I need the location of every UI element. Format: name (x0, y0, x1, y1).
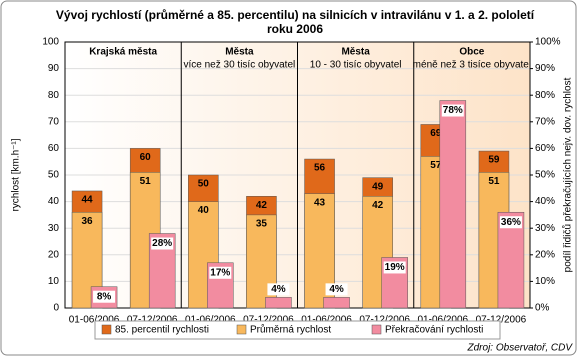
value-label: 4% (271, 284, 286, 295)
value-label-bg (209, 266, 232, 279)
value-label: 36% (501, 217, 521, 228)
chart-title: Vývoj rychlostí (průměrné a 85. percenti… (56, 8, 535, 22)
y-tick-label: 70 (48, 116, 60, 127)
legend-swatch (236, 324, 247, 335)
value-label-bg (325, 283, 348, 296)
y-tick-label: 60 (48, 143, 60, 154)
group-subtitle: méně než 3 tisíce obyvatel (413, 60, 531, 71)
y2-tick-label: 100% (535, 37, 561, 48)
y2-tick-label: 20% (535, 249, 555, 260)
y2-tick-label: 90% (535, 63, 555, 74)
value-label: 40 (198, 205, 210, 216)
legend-label: Překračování rychlosti (385, 325, 483, 336)
y-tick-label: 80 (48, 90, 60, 101)
x-tick-label: 07-12/2006 (127, 315, 178, 326)
x-tick-label: 01-06/2006 (69, 315, 120, 326)
value-label: 50 (198, 179, 210, 190)
x-tick-label: 01-06/2006 (418, 315, 469, 326)
y2-tick-label: 40% (535, 196, 555, 207)
legend-label: 85. percentil rychlosti (115, 325, 209, 336)
value-label-bg (151, 237, 174, 250)
x-tick-label: 01-06/2006 (185, 315, 236, 326)
value-label: 28% (152, 238, 172, 249)
value-label: 17% (210, 267, 230, 278)
y-axis-title: rychlost [km.h⁻¹] (11, 138, 22, 211)
value-label: 42 (372, 200, 384, 211)
value-label: 42 (256, 200, 268, 211)
bar (439, 100, 467, 309)
y-tick-label: 0 (53, 303, 59, 314)
x-tick-label: 07-12/2006 (243, 315, 294, 326)
y-tick-label: 100 (42, 37, 59, 48)
value-label: 49 (372, 181, 384, 192)
y2-tick-label: 30% (535, 223, 555, 234)
value-label: 8% (97, 291, 112, 302)
y2-tick-label: 70% (535, 116, 555, 127)
group-subtitle: 10 - 30 tisíc obyvatel (310, 60, 402, 71)
y2-tick-label: 0% (535, 303, 550, 314)
y2-tick-label: 60% (535, 143, 555, 154)
y-tick-label: 50 (48, 170, 60, 181)
value-label: 44 (82, 195, 94, 206)
y2-axis-title: podíl řidičů překračujících nejv. dov. r… (562, 77, 574, 272)
legend-label: Průměrná rychlost (250, 324, 331, 336)
value-label: 36 (82, 216, 94, 227)
value-label: 35 (256, 219, 268, 230)
value-label: 60 (140, 152, 152, 163)
x-tick-label: 07-12/2006 (476, 315, 527, 326)
value-label: 56 (314, 163, 326, 174)
y2-tick-label: 50% (535, 170, 555, 181)
value-label: 57 (430, 160, 442, 171)
y2-tick-label: 80% (535, 90, 555, 101)
group-label: Města (341, 47, 370, 58)
group-label: Obce (459, 47, 484, 58)
value-label: 51 (140, 176, 152, 187)
legend-swatch (101, 324, 112, 335)
y-tick-label: 90 (48, 63, 60, 74)
source: Zdroj: Observatoř, CDV (467, 343, 574, 354)
value-label-bg (383, 261, 406, 274)
y2-tick-label: 10% (535, 276, 555, 287)
legend-box (94, 320, 501, 340)
value-label: 51 (488, 176, 500, 187)
x-tick-label: 01-06/2006 (301, 315, 352, 326)
legend-swatch (371, 324, 382, 335)
plot-border (64, 41, 531, 309)
x-tick-label: 07-12/2006 (359, 315, 410, 326)
value-label-bg (499, 216, 522, 229)
value-label: 78% (443, 105, 463, 116)
value-label: 59 (488, 155, 500, 166)
group-label: Města (225, 47, 254, 58)
value-label: 4% (329, 284, 344, 295)
bar (323, 297, 350, 309)
y-tick-label: 10 (48, 276, 60, 287)
value-label-bg (441, 104, 464, 117)
value-label-bg (267, 283, 290, 296)
group-label: Krajská města (89, 47, 157, 58)
value-label-bg (93, 290, 116, 303)
value-label: 69 (430, 128, 442, 139)
y-tick-label: 20 (48, 249, 60, 260)
group-subtitle: více než 30 tisíc obyvatel (184, 60, 296, 71)
y-tick-label: 40 (48, 196, 60, 207)
value-label: 19% (385, 262, 405, 273)
y-tick-label: 30 (48, 223, 60, 234)
bar (265, 297, 292, 309)
chart-title: roku 2006 (267, 22, 323, 36)
value-label: 43 (314, 197, 326, 208)
